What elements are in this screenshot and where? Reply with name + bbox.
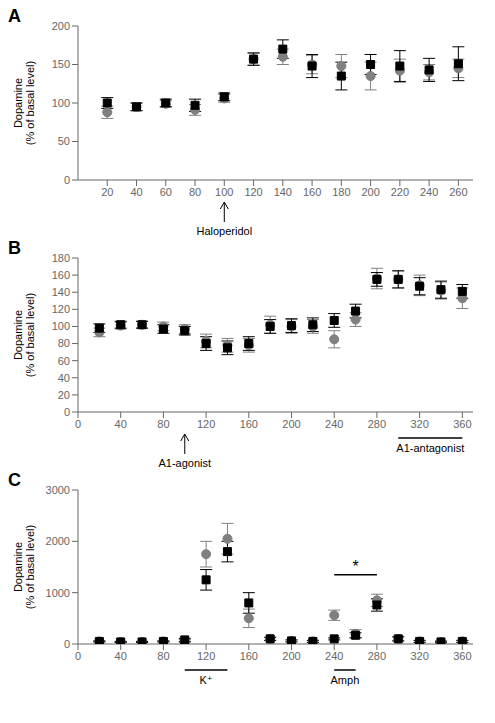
svg-text:Haloperidol: Haloperidol (196, 225, 252, 237)
svg-text:0: 0 (64, 174, 70, 186)
svg-text:160: 160 (240, 418, 258, 430)
svg-text:280: 280 (368, 418, 386, 430)
svg-text:60: 60 (58, 355, 70, 367)
svg-text:160: 160 (303, 186, 321, 198)
svg-text:240: 240 (420, 186, 438, 198)
svg-text:200: 200 (52, 20, 70, 32)
svg-text:240: 240 (325, 650, 343, 662)
svg-text:180: 180 (332, 186, 350, 198)
svg-text:80: 80 (58, 337, 70, 349)
svg-text:40: 40 (115, 418, 127, 430)
svg-text:360: 360 (453, 418, 471, 430)
svg-text:K⁺: K⁺ (200, 674, 213, 686)
html-text:Dopamine: Dopamine (12, 309, 24, 361)
svg-text:200: 200 (361, 186, 379, 198)
svg-text:3000: 3000 (46, 484, 70, 496)
svg-text:140: 140 (274, 186, 292, 198)
svg-text:120: 120 (52, 303, 70, 315)
svg-text:280: 280 (368, 650, 386, 662)
svg-text:120: 120 (244, 186, 262, 198)
svg-text:100: 100 (52, 97, 70, 109)
svg-text:80: 80 (157, 650, 169, 662)
svg-text:80: 80 (189, 186, 201, 198)
svg-text:40: 40 (115, 650, 127, 662)
svg-text:200: 200 (282, 418, 300, 430)
svg-text:A1-antagonist: A1-antagonist (396, 442, 464, 454)
svg-text:240: 240 (325, 418, 343, 430)
html-text:B: B (8, 238, 21, 258)
svg-text:50: 50 (58, 135, 70, 147)
html-text:A: A (8, 6, 21, 26)
svg-text:0: 0 (64, 406, 70, 418)
svg-text:2000: 2000 (46, 535, 70, 547)
svg-text:320: 320 (410, 418, 428, 430)
svg-text:0: 0 (75, 650, 81, 662)
html-text:(% of basal level): (% of basal level) (24, 60, 36, 146)
svg-text:120: 120 (197, 418, 215, 430)
svg-text:20: 20 (58, 389, 70, 401)
svg-text:40: 40 (130, 186, 142, 198)
svg-text:260: 260 (449, 186, 467, 198)
html-text:Dopamine: Dopamine (12, 541, 24, 593)
html-text:C: C (8, 470, 21, 490)
svg-text:150: 150 (52, 58, 70, 70)
svg-text:140: 140 (52, 286, 70, 298)
svg-text:60: 60 (160, 186, 172, 198)
html-text:(% of basal level): (% of basal level) (24, 292, 36, 378)
svg-text:200: 200 (282, 650, 300, 662)
svg-text:40: 40 (58, 372, 70, 384)
svg-text:0: 0 (64, 638, 70, 650)
svg-text:120: 120 (197, 650, 215, 662)
html-text:(% of basal level): (% of basal level) (24, 524, 36, 610)
svg-text:360: 360 (453, 650, 471, 662)
svg-text:0: 0 (75, 418, 81, 430)
html-text:Dopamine: Dopamine (12, 77, 24, 129)
svg-text:A1-agonist: A1-agonist (158, 457, 211, 469)
svg-text:*: * (352, 558, 358, 575)
svg-text:20: 20 (101, 186, 113, 198)
svg-text:320: 320 (410, 650, 428, 662)
svg-text:160: 160 (52, 269, 70, 281)
svg-text:180: 180 (52, 252, 70, 264)
svg-text:100: 100 (52, 320, 70, 332)
svg-text:100: 100 (215, 186, 233, 198)
svg-text:1000: 1000 (46, 587, 70, 599)
svg-text:80: 80 (157, 418, 169, 430)
svg-text:220: 220 (391, 186, 409, 198)
svg-text:Amph: Amph (331, 674, 360, 686)
svg-text:160: 160 (240, 650, 258, 662)
